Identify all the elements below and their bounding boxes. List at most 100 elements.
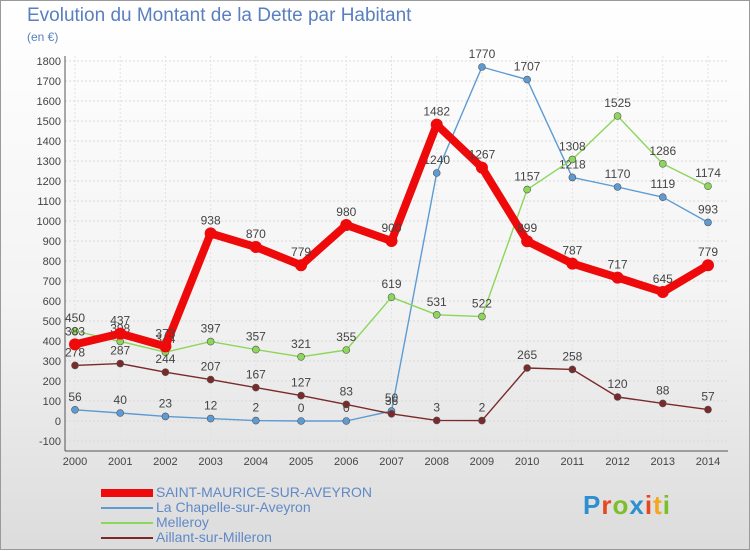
data-label: 531 — [427, 295, 447, 309]
x-tick-label: 2003 — [198, 456, 222, 468]
data-point — [478, 312, 486, 321]
data-point — [114, 327, 127, 340]
legend-label: La Chapelle-sur-Aveyron — [156, 499, 311, 515]
x-tick-label: 2005 — [289, 456, 313, 468]
data-label: 900 — [381, 221, 401, 235]
data-point — [297, 391, 305, 400]
data-label: 397 — [201, 322, 221, 336]
data-point — [613, 183, 622, 191]
x-tick-label: 2006 — [334, 456, 358, 468]
data-point — [658, 193, 667, 201]
y-tick-label: 600 — [43, 296, 61, 308]
data-label: 1286 — [649, 144, 676, 158]
data-label: 50 — [385, 391, 399, 405]
data-point — [568, 173, 577, 182]
x-tick-label: 2002 — [153, 456, 177, 468]
data-label: 1770 — [469, 47, 496, 61]
data-point — [161, 412, 170, 421]
legend-label: Aillant-sur-Milleron — [156, 529, 272, 545]
data-label: 2 — [253, 401, 260, 415]
data-label: 88 — [656, 383, 670, 397]
data-label: 980 — [336, 205, 356, 219]
x-tick-label: 2013 — [651, 456, 675, 468]
y-tick-label: 500 — [43, 316, 61, 328]
data-point — [342, 417, 351, 425]
data-label: 1482 — [423, 105, 450, 119]
data-label: 1174 — [695, 166, 721, 180]
data-label: 1170 — [605, 167, 631, 181]
data-point — [613, 112, 622, 120]
x-tick-label: 2008 — [424, 456, 448, 468]
data-point — [430, 118, 443, 131]
y-tick-label: 1400 — [37, 136, 61, 148]
data-label: 321 — [291, 337, 311, 351]
data-label: 40 — [114, 393, 128, 407]
data-label: 278 — [65, 345, 85, 359]
data-point — [297, 417, 305, 425]
data-label: 36 — [385, 394, 399, 408]
data-point — [295, 259, 308, 272]
x-tick-label: 2004 — [244, 456, 268, 468]
logo-letter: i — [662, 490, 671, 520]
data-label: 1308 — [559, 139, 586, 153]
data-label: 373 — [155, 326, 175, 340]
data-label: 1218 — [559, 157, 586, 171]
legend-label: SAINT-MAURICE-SUR-AVEYRON — [156, 484, 372, 500]
y-tick-label: 900 — [43, 236, 61, 248]
legend-swatch — [101, 522, 153, 524]
data-label: 167 — [246, 368, 266, 382]
data-label: 244 — [155, 352, 175, 366]
data-point — [432, 416, 441, 425]
data-point — [206, 414, 215, 423]
data-label: 56 — [68, 390, 82, 404]
data-point — [521, 235, 534, 248]
data-label: 2 — [479, 401, 486, 415]
data-point — [116, 359, 125, 368]
data-point — [656, 286, 669, 298]
data-point — [252, 345, 260, 354]
chart-title: Evolution du Montant de la Dette par Hab… — [27, 5, 412, 26]
data-point — [475, 161, 488, 174]
legend-label: Melleroy — [156, 514, 209, 530]
data-label: 1119 — [650, 177, 675, 191]
data-label: 522 — [472, 297, 492, 311]
data-point — [206, 337, 215, 346]
data-point — [523, 364, 531, 372]
data-label: 993 — [698, 202, 718, 216]
data-label: 450 — [65, 311, 85, 325]
data-label: 1525 — [604, 96, 631, 110]
x-tick-label: 2014 — [696, 456, 720, 468]
data-label: 1157 — [514, 170, 540, 184]
legend-swatch — [101, 537, 153, 539]
y-tick-label: 100 — [43, 396, 61, 408]
data-label: 1267 — [469, 148, 496, 162]
data-label: 383 — [65, 324, 85, 338]
data-label: 787 — [562, 244, 582, 258]
data-label: 23 — [159, 396, 173, 410]
x-tick-label: 2010 — [515, 456, 539, 468]
y-tick-label: 1100 — [37, 196, 61, 208]
y-tick-label: 0 — [55, 416, 61, 428]
data-point — [568, 365, 577, 374]
data-label: 258 — [562, 349, 582, 363]
data-label: 12 — [204, 399, 218, 413]
logo-letter: r — [601, 490, 613, 520]
data-label: 127 — [291, 376, 311, 390]
y-tick-label: 1200 — [37, 176, 61, 188]
proxiti-logo: Proxiti — [583, 490, 671, 521]
data-point — [704, 405, 712, 414]
data-point — [704, 218, 712, 227]
data-label: 355 — [336, 330, 356, 344]
x-tick-label: 2001 — [108, 456, 132, 468]
data-point — [297, 352, 305, 361]
logo-letter: o — [612, 490, 630, 520]
data-point — [161, 368, 170, 377]
data-point — [658, 160, 667, 168]
data-point — [385, 235, 398, 247]
x-tick-label: 2011 — [561, 456, 585, 468]
data-label: 437 — [110, 314, 130, 328]
data-point — [342, 346, 351, 354]
data-label: 870 — [246, 227, 266, 241]
